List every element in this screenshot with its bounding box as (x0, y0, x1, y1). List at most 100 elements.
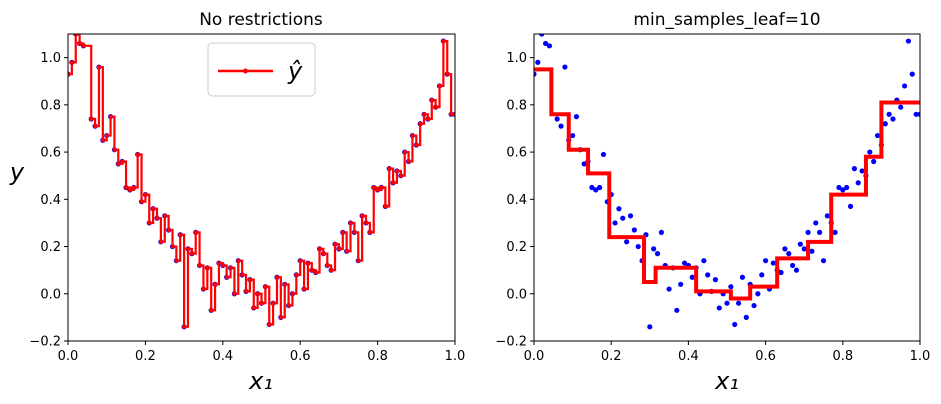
x-tick-label: 1.0 (910, 349, 931, 364)
prediction-marker (216, 261, 221, 266)
data-point (647, 324, 653, 330)
y-tick-label: 0.6 (506, 146, 527, 161)
data-point (805, 229, 811, 235)
prediction-marker (151, 206, 156, 211)
data-point (735, 300, 742, 306)
data-point (654, 251, 661, 257)
prediction-marker (360, 213, 365, 218)
prediction-marker (422, 112, 427, 117)
data-point (678, 281, 684, 287)
data-point (786, 251, 792, 257)
prediction-marker (240, 272, 245, 277)
prediction-marker (116, 161, 121, 166)
data-point (859, 168, 865, 174)
data-point (542, 40, 549, 47)
prediction-marker (131, 185, 136, 190)
prediction-marker (317, 246, 322, 251)
prediction-marker (371, 185, 376, 190)
prediction-marker (321, 251, 326, 256)
prediction-marker (201, 287, 206, 292)
legend-label: ŷ (287, 57, 303, 85)
y-tick-label: 0.8 (506, 98, 527, 113)
prediction-marker (232, 291, 237, 296)
prediction-marker (309, 268, 314, 273)
data-point (832, 229, 838, 235)
prediction-marker (127, 187, 132, 192)
data-point (570, 132, 576, 139)
data-point (624, 239, 630, 245)
prediction-marker (81, 43, 86, 48)
prediction-marker (363, 220, 368, 225)
prediction-marker (437, 83, 442, 88)
prediction-marker (259, 301, 264, 306)
prediction-marker (89, 117, 94, 122)
data-point (581, 161, 587, 167)
x-tick-label: 0.6 (290, 349, 311, 364)
data-point (790, 262, 796, 269)
prediction-marker (93, 124, 98, 129)
prediction-marker (414, 142, 419, 147)
data-point (867, 149, 873, 155)
prediction-marker (255, 291, 260, 296)
data-point (851, 166, 857, 172)
prediction-marker (251, 305, 256, 310)
plot-area (534, 34, 920, 330)
legend-box (207, 42, 316, 97)
data-point (666, 286, 672, 292)
prediction-marker (124, 185, 129, 190)
prediction-marker (189, 251, 194, 256)
prediction-marker (441, 39, 446, 44)
prediction-marker (166, 228, 171, 233)
prediction-marker (333, 242, 338, 247)
prediction-marker (433, 105, 438, 110)
prediction-marker (197, 263, 202, 268)
axes-frame (67, 33, 456, 342)
data-point (627, 213, 634, 219)
y-tick-label: 1.0 (506, 51, 527, 66)
prediction-marker (69, 60, 74, 65)
data-point (755, 291, 761, 297)
data-point (739, 274, 746, 280)
data-point (778, 269, 784, 276)
data-point (716, 305, 722, 311)
panel-min-samples-leaf: min_samples_leaf=10 x₁ 0.0 0.2 0.4 0.6 0.8 1.… (495, 10, 930, 395)
prediction-marker (290, 291, 295, 296)
prediction-marker (398, 173, 403, 178)
data-point (824, 213, 830, 219)
prediction-marker (244, 289, 249, 294)
prediction-marker (220, 263, 225, 268)
data-point (558, 123, 564, 129)
data-point (593, 187, 599, 193)
x-tick-label: 0.2 (601, 349, 622, 364)
prediction-marker (100, 138, 105, 143)
data-point (905, 38, 912, 44)
prediction-marker (135, 152, 140, 157)
data-point (724, 300, 730, 306)
prediction-marker (298, 258, 303, 263)
prediction-marker (302, 287, 307, 292)
x-tick-label: 0.0 (524, 349, 545, 364)
data-point (901, 83, 908, 89)
data-point (782, 246, 788, 252)
y-tick-label: 0.4 (506, 193, 527, 208)
chart-title: No restrictions (199, 10, 323, 30)
prediction-marker (224, 275, 229, 280)
prediction-marker (77, 41, 82, 46)
prediction-marker (379, 185, 384, 190)
prediction-line (534, 67, 920, 301)
prediction-marker (348, 220, 353, 225)
data-point (871, 158, 877, 165)
data-point (535, 59, 541, 65)
prediction-marker (278, 315, 283, 320)
x-tick-label: 0.0 (58, 349, 79, 364)
data-point (813, 220, 819, 226)
legend-marker (243, 68, 248, 74)
y-tick-label: −0.2 (29, 335, 61, 350)
x-tick-label: 0.4 (212, 349, 233, 364)
x-tick-label: 0.8 (367, 349, 388, 364)
prediction-marker (336, 246, 341, 251)
data-point (600, 151, 607, 158)
data-point (751, 302, 757, 309)
prediction-marker (394, 168, 399, 173)
